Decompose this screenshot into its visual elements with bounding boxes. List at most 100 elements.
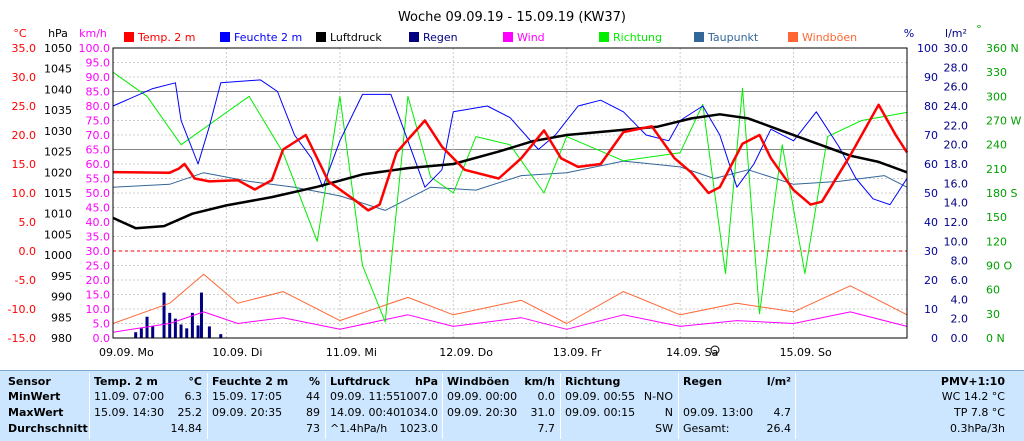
column-divider [560, 373, 561, 439]
grid-lines [113, 47, 907, 339]
series-line [112, 113, 908, 230]
left-tick-label: 80.0 [86, 100, 111, 113]
axis-unit-label: % [904, 27, 914, 40]
x-axis-label: 09.09. Mo [99, 346, 154, 359]
right-tick-label: 2.0 [951, 313, 969, 326]
stats-row-value: N [664, 406, 673, 419]
right-tick-label: 40 [924, 216, 938, 229]
stats-unit: km/h [524, 375, 555, 388]
column-divider [442, 373, 443, 439]
stats-row-value: SW [655, 422, 673, 435]
left-tick-label: 50.0 [86, 187, 111, 200]
legend-swatch [316, 32, 326, 42]
stats-column: Feuchte 2 m% 15.09. 17:05 44 09.09. 20:35 89… [212, 374, 324, 440]
plot-frame [112, 47, 908, 339]
left-tick-label: 10.0 [12, 187, 37, 200]
left-tick-label: 1010 [44, 208, 72, 221]
left-tick-label: 10.0 [86, 303, 111, 316]
legend-swatch [503, 32, 513, 42]
left-tick-label: 100.0 [79, 42, 111, 55]
right-tick-label: 20.0 [944, 139, 969, 152]
left-tick-label: 1040 [44, 83, 72, 96]
legend-label: Temp. 2 m [137, 31, 196, 44]
axis-unit-label: km/h [79, 27, 107, 40]
left-tick-label: 75.0 [86, 115, 111, 128]
right-tick-label: 30.0 [944, 42, 969, 55]
right-tick-label: 90 [924, 71, 938, 84]
right-tick-labels: 100908070605040302010030.028.026.024.022… [917, 42, 1021, 345]
series-line [112, 311, 908, 333]
left-tick-label: 5.0 [93, 318, 111, 331]
x-axis-labels: 09.09. Mo 10.09. Di 11.09. Mi 12.09. Do 13.0… [99, 346, 832, 359]
left-tick-label: 985 [51, 311, 72, 324]
left-tick-label: 0.0 [19, 245, 37, 258]
left-tick-label: 1000 [44, 249, 72, 262]
axis-unit-label: l/m² [945, 27, 967, 40]
right-tick-label: 10 [924, 303, 938, 316]
rain-bar [190, 312, 194, 338]
rain-bars [134, 292, 223, 338]
rain-bar [168, 312, 172, 338]
stats-row-value: 31.0 [530, 406, 556, 419]
rain-bar [219, 334, 223, 338]
left-tick-label: 1050 [44, 42, 72, 55]
stats-row-value: 26.4 [766, 422, 792, 435]
right-tick-label: 12.0 [944, 216, 969, 229]
right-tick-label: 330 [986, 66, 1007, 79]
right-tick-label: 30 [924, 245, 938, 258]
chart-title: Woche 09.09.19 - 15.09.19 (KW37) [398, 10, 626, 25]
stats-row-time: 09.09. 00:15 [565, 406, 636, 419]
left-tick-label: 5.0 [19, 216, 37, 229]
left-tick-label: 55.0 [86, 173, 111, 186]
stats-header: Windböen [447, 375, 510, 388]
rain-bar [139, 328, 143, 338]
weather-week-chart: Woche 09.09.19 - 15.09.19 (KW37) °C hPa km… [8, 10, 1022, 359]
x-axis-label: 11.09. Mi [326, 346, 377, 359]
stats-row-time: 15.09. 17:05 [212, 390, 283, 403]
legend-swatch [694, 32, 704, 42]
stats-header: Temp. 2 m [94, 375, 158, 388]
rain-bar [196, 325, 200, 338]
stats-header: Richtung [565, 375, 621, 388]
stats-row-time: 09.09. 00:00 [447, 390, 518, 403]
left-tick-label: 1045 [44, 63, 72, 76]
right-tick-label: 120 [986, 235, 1007, 248]
stats-row-time: ^1.4hPa/h [330, 422, 388, 435]
left-tick-label: 85.0 [86, 86, 111, 99]
stats-row-time: 11.09. 07:00 [94, 390, 165, 403]
right-tick-label: 6.0 [951, 274, 969, 287]
legend-label: Regen [423, 31, 458, 44]
axis-unit-label: ° [976, 23, 982, 36]
stats-row-time: 09.09. 00:55 [565, 390, 636, 403]
legend: Temp. 2 m Feuchte 2 m Luftdruck Regen Wind Ri… [124, 31, 857, 44]
left-tick-label: 0.0 [93, 332, 111, 345]
left-tick-label: 1015 [44, 187, 72, 200]
legend-label: Taupunkt [707, 31, 759, 44]
left-tick-label: 980 [51, 332, 72, 345]
legend-label: Richtung [613, 31, 662, 44]
x-axis-label: 14.09. Sa [666, 346, 718, 359]
left-tick-label: -15.0 [8, 332, 36, 345]
right-tick-label: 14.0 [944, 197, 969, 210]
right-tick-label: 360 N [986, 42, 1019, 55]
stats-row-value: 1007.0 [399, 390, 439, 403]
left-tick-label: 25.0 [86, 260, 111, 273]
legend-swatch [788, 32, 798, 42]
right-tick-label: 240 [986, 139, 1007, 152]
left-tick-label: 35.0 [12, 42, 37, 55]
column-divider [89, 373, 90, 439]
right-tick-label: 300 [986, 90, 1007, 103]
column-divider [795, 373, 796, 439]
stats-unit: % [308, 375, 320, 388]
stats-row-label: MinWert [8, 390, 61, 403]
right-tick-label: 0 N [986, 332, 1005, 345]
legend-swatch [599, 32, 609, 42]
stats-column: Sensor MinWert MaxWert Durchschnitt [8, 374, 88, 440]
rain-bar [151, 326, 155, 338]
column-divider [325, 373, 326, 439]
axis-unit-label: hPa [48, 27, 68, 40]
series-line [112, 273, 908, 324]
stats-row-time: 09.09. 20:30 [447, 406, 518, 419]
right-tick-label: 100 [917, 42, 938, 55]
column-divider [678, 373, 679, 439]
